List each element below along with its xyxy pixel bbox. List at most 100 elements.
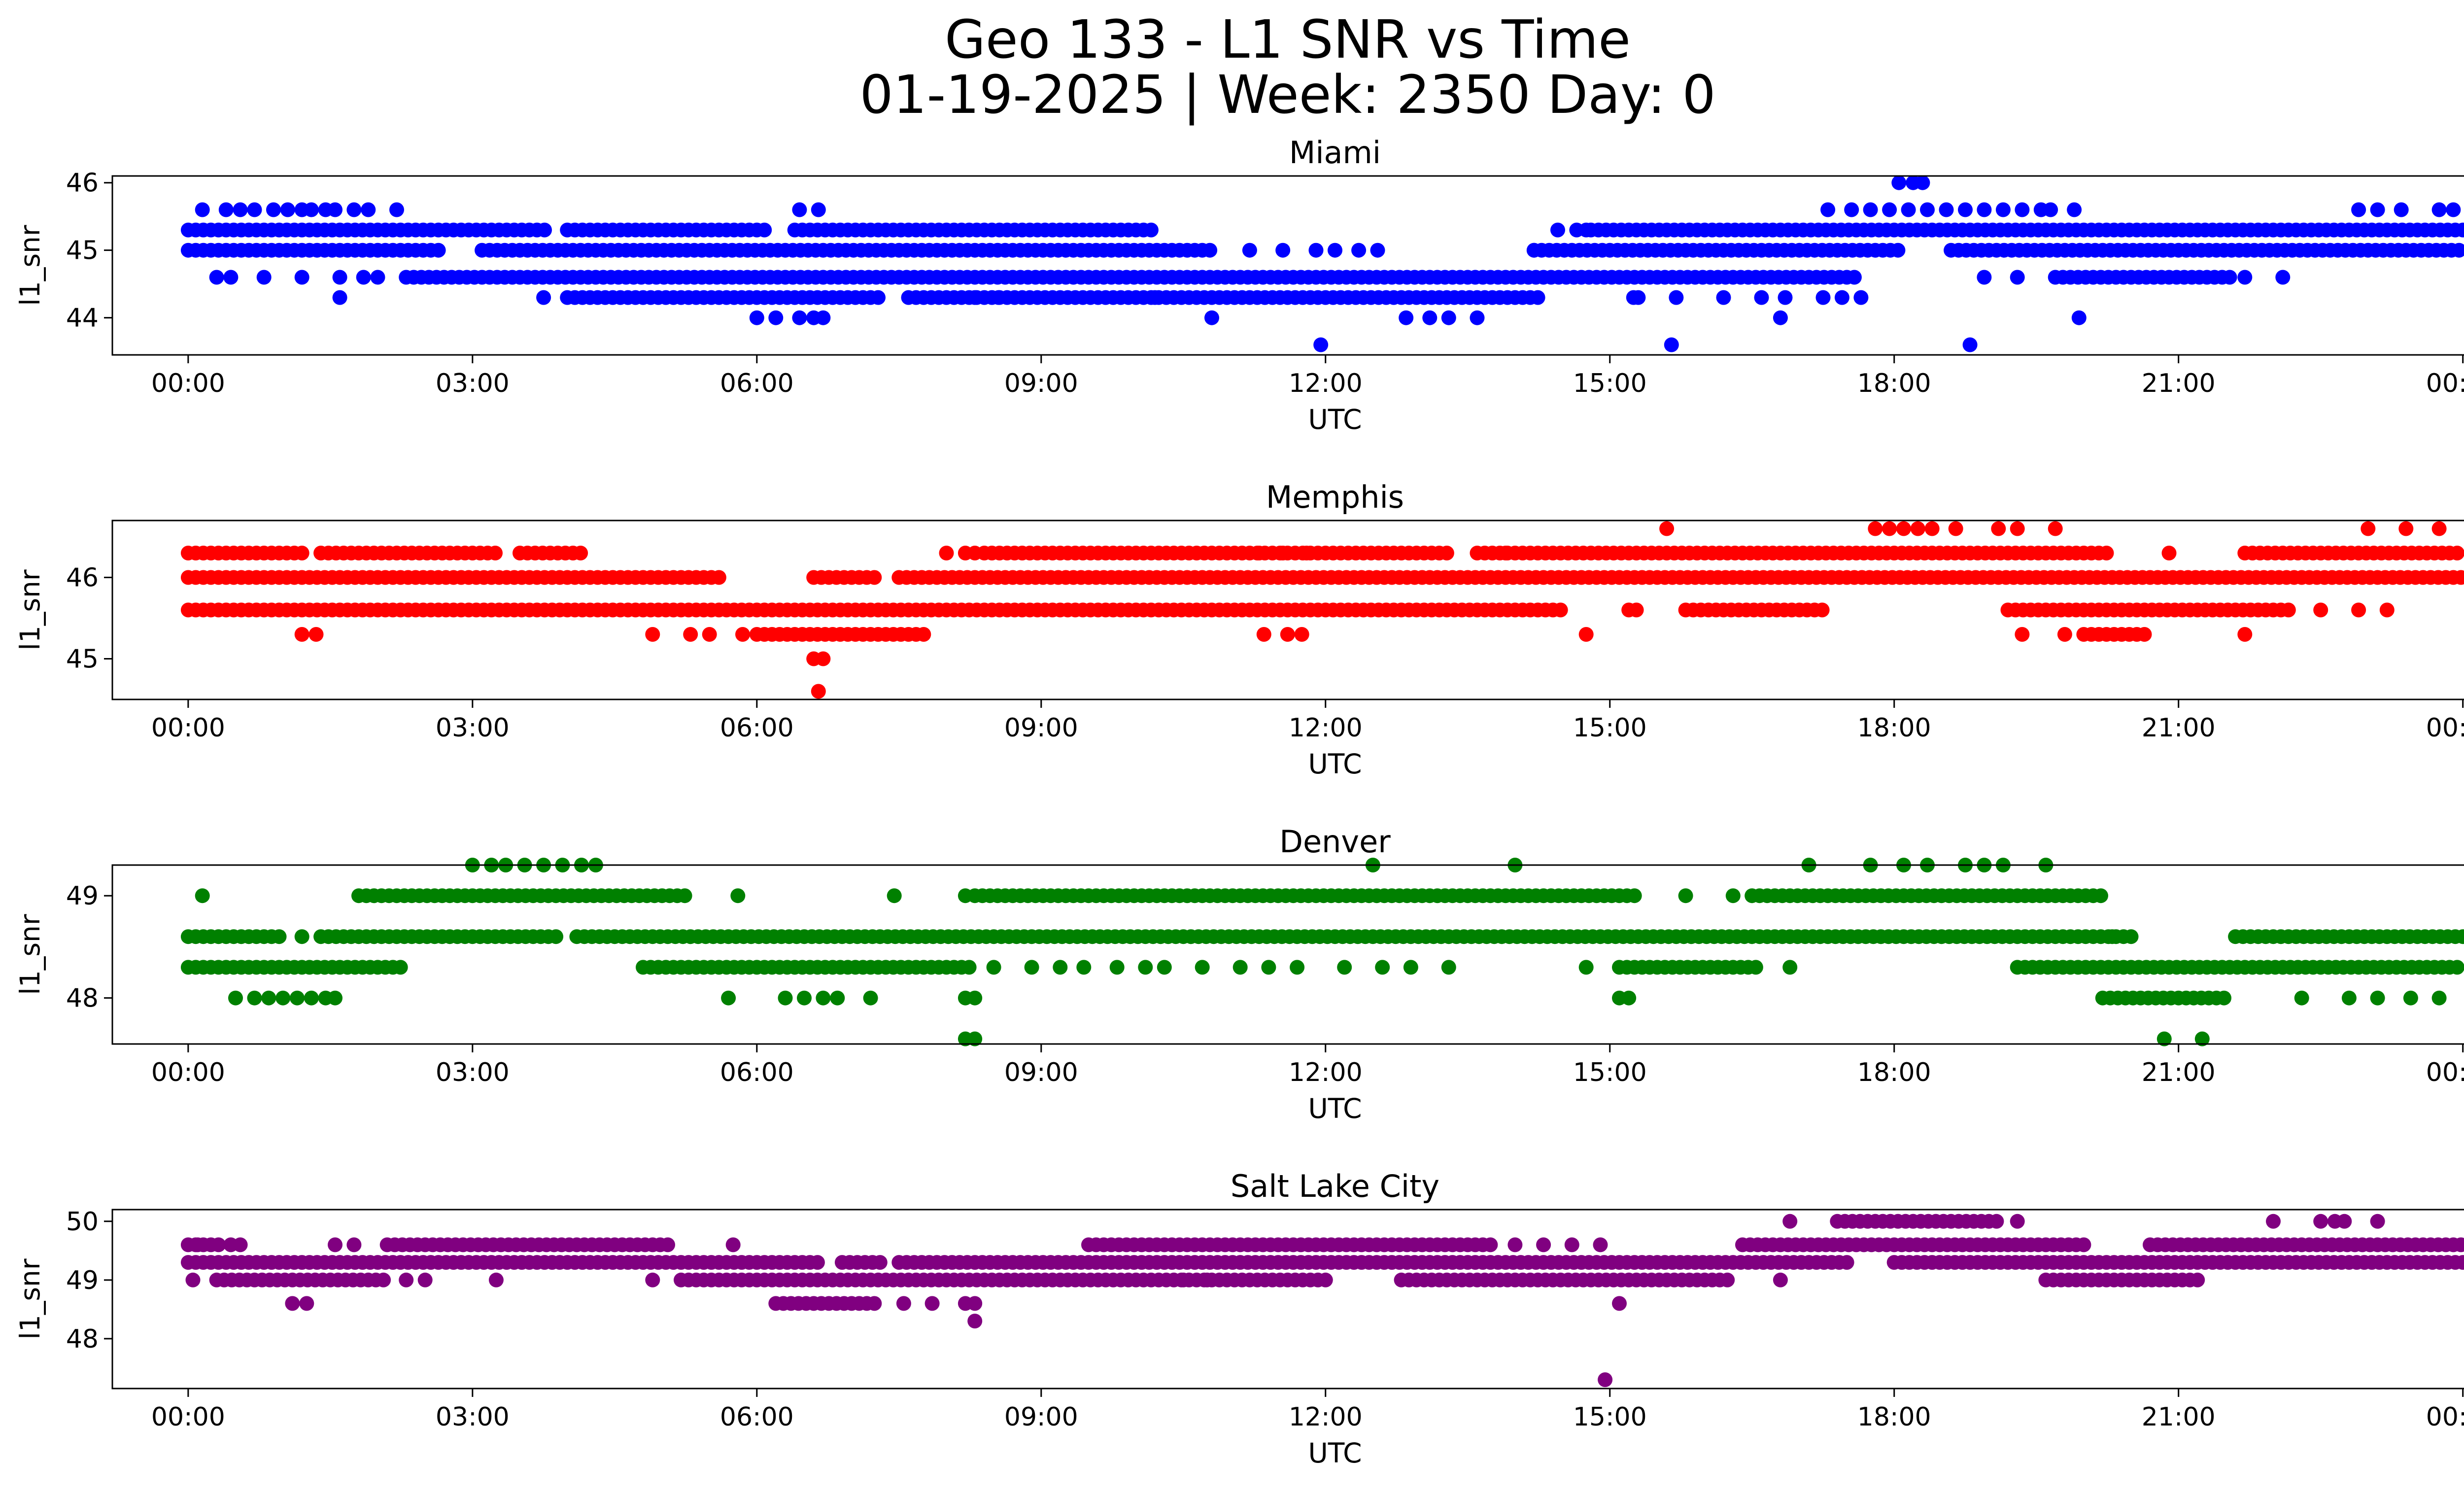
x-axis-label: UTC [1308, 404, 1362, 435]
subplot-1: Memphis 00:00 03:00 06:00 09:00 12:00 15:00 18:… [14, 479, 2464, 780]
data-point [2351, 602, 2366, 618]
y-tick-label: 46 [66, 169, 99, 198]
data-point [991, 290, 1006, 305]
data-point [1232, 960, 1248, 975]
data-point [1578, 222, 1594, 238]
data-point [2194, 1031, 2210, 1046]
figure-title-line-1: Geo 133 - L1 SNR vs Time [944, 9, 1631, 70]
x-tick-label: 21:00 [2142, 713, 2216, 743]
subplot-0: Miami 00:00 03:00 06:00 09:00 12:00 15:00 18:00… [14, 135, 2464, 435]
x-tick-label: 06:00 [720, 369, 794, 398]
x-tick-label: 15:00 [1573, 713, 1647, 743]
data-point [1814, 602, 1830, 618]
data-point [730, 888, 746, 904]
data-point [290, 990, 305, 1006]
data-point [228, 990, 243, 1006]
data-point [1627, 888, 1642, 904]
data-point [967, 990, 983, 1006]
data-point [2431, 202, 2447, 217]
data-point [1915, 175, 1930, 190]
data-point [967, 290, 983, 305]
data-point [1564, 1237, 1579, 1252]
data-point [1275, 546, 1291, 560]
data-point [1815, 290, 1831, 305]
subplot-title: Salt Lake City [1231, 1168, 1439, 1204]
data-point [2010, 1214, 2025, 1229]
data-point [1839, 1255, 1854, 1270]
data-point [810, 1255, 825, 1270]
data-point [1536, 1237, 1551, 1252]
data-point [431, 243, 446, 258]
data-point [967, 1314, 983, 1329]
data-series [180, 175, 2464, 352]
data-point [294, 929, 309, 944]
data-point [1725, 888, 1741, 904]
data-point [924, 1296, 940, 1311]
data-point [304, 202, 319, 217]
data-point [1024, 960, 1039, 975]
data-point [1553, 602, 1568, 618]
data-point [328, 990, 342, 1006]
data-point [2341, 990, 2357, 1006]
data-point [1853, 290, 1869, 305]
data-point [1773, 1272, 1788, 1287]
data-point [702, 627, 717, 642]
data-point [2403, 990, 2418, 1006]
data-point [967, 546, 983, 560]
data-point [1370, 243, 1385, 258]
subplot-2: Denver 00:00 03:00 06:00 09:00 12:00 15:00 18:0… [14, 824, 2464, 1124]
data-point [887, 888, 902, 904]
x-tick-label: 21:00 [2142, 1058, 2216, 1087]
data-point [683, 627, 698, 642]
y-tick-label: 45 [66, 645, 99, 674]
x-tick-label: 12:00 [1289, 1402, 1363, 1432]
data-point [1924, 521, 1940, 536]
data-point [1720, 1272, 1735, 1287]
data-point [1669, 290, 1684, 305]
data-point [536, 290, 551, 305]
data-point [1621, 990, 1637, 1006]
data-point [2351, 202, 2366, 217]
data-point [2450, 960, 2464, 975]
x-tick-label: 00:00 [2426, 1058, 2464, 1087]
data-point [1157, 960, 1172, 975]
data-point [356, 270, 371, 285]
data-point [399, 1272, 414, 1287]
data-point [218, 202, 234, 217]
data-point [986, 960, 1001, 975]
x-tick-label: 03:00 [436, 713, 510, 743]
data-point [2057, 627, 2072, 642]
data-point [1530, 290, 1545, 305]
data-point [417, 1272, 433, 1287]
data-point [308, 627, 324, 642]
data-point [2237, 627, 2253, 642]
data-point [1890, 243, 1906, 258]
data-point [961, 960, 977, 975]
data-point [1989, 1214, 2004, 1229]
data-point [389, 202, 404, 217]
data-point [537, 222, 552, 238]
data-point [266, 202, 281, 217]
data-point [811, 202, 826, 217]
data-point [711, 570, 726, 585]
data-point [896, 1296, 911, 1311]
data-point [2275, 270, 2291, 285]
data-point [1782, 960, 1798, 975]
data-point [1422, 310, 1437, 325]
x-tick-label: 12:00 [1289, 713, 1363, 743]
data-point [1748, 960, 1763, 975]
data-point [328, 1237, 342, 1252]
data-point [1138, 960, 1153, 975]
data-point [1375, 960, 1390, 975]
data-point [1578, 627, 1594, 642]
data-point [2015, 202, 2030, 217]
data-point [1773, 310, 1788, 325]
x-tick-label: 00:00 [2426, 1402, 2464, 1432]
y-tick-label: 48 [66, 984, 99, 1013]
data-point [299, 1296, 314, 1311]
data-point [195, 202, 210, 217]
data-point [1318, 1272, 1333, 1287]
data-point [1834, 290, 1849, 305]
data-point [2361, 521, 2376, 536]
data-point [1399, 310, 1414, 325]
